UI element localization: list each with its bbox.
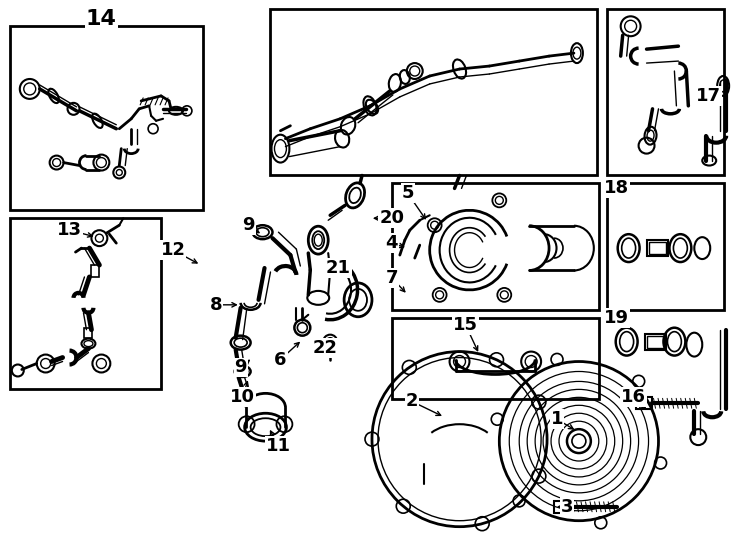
Text: 14: 14 <box>86 9 117 29</box>
Text: 16: 16 <box>621 388 646 406</box>
Text: 11: 11 <box>266 437 291 455</box>
Bar <box>607 9 724 176</box>
Bar <box>607 184 724 310</box>
Text: 10: 10 <box>230 388 255 406</box>
Text: 4: 4 <box>385 234 398 252</box>
Bar <box>649 242 666 254</box>
Bar <box>92 265 99 277</box>
Text: 9: 9 <box>234 359 247 376</box>
Text: 1: 1 <box>550 410 563 428</box>
Text: 22: 22 <box>313 339 338 356</box>
Bar <box>647 240 669 256</box>
Text: 17: 17 <box>696 87 721 105</box>
Text: 19: 19 <box>604 309 629 327</box>
Bar <box>10 218 161 389</box>
Text: 7: 7 <box>385 269 398 287</box>
Bar <box>271 9 597 176</box>
Text: 5: 5 <box>401 184 414 202</box>
Text: 9: 9 <box>242 216 255 234</box>
Text: 15: 15 <box>453 316 478 334</box>
Bar <box>392 184 599 310</box>
Text: 18: 18 <box>604 179 629 198</box>
Text: 20: 20 <box>379 210 404 227</box>
Text: 6: 6 <box>275 350 287 368</box>
Bar <box>636 397 652 409</box>
Bar <box>554 501 570 513</box>
Text: 21: 21 <box>326 259 351 277</box>
Circle shape <box>567 429 591 453</box>
Text: 3: 3 <box>561 498 573 516</box>
Text: 12: 12 <box>161 241 186 259</box>
Text: 2: 2 <box>405 393 418 410</box>
Bar <box>10 26 203 210</box>
Bar <box>392 318 599 400</box>
Bar <box>84 328 92 338</box>
Text: 13: 13 <box>57 221 82 239</box>
Bar <box>647 336 664 348</box>
Bar <box>644 334 666 349</box>
Text: 8: 8 <box>209 296 222 314</box>
